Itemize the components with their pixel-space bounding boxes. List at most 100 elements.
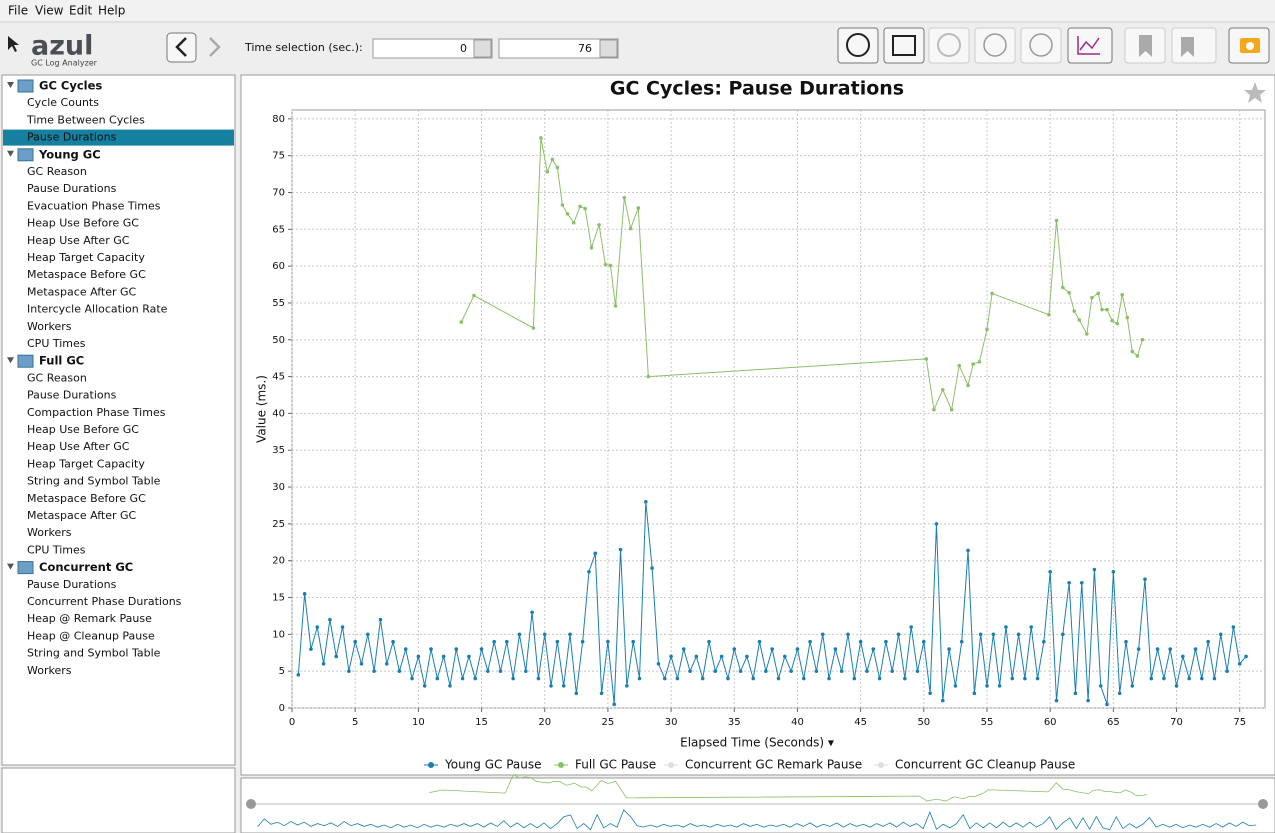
legend-label[interactable]: Young GC Pause (444, 758, 542, 772)
y-tick-label: 35 (272, 445, 285, 456)
tree-item[interactable]: Heap Use Before GC (27, 217, 139, 230)
data-point (978, 632, 983, 637)
data-point (403, 647, 408, 651)
group-title[interactable]: Full GC (39, 354, 84, 368)
tree-item[interactable]: String and Symbol Table (27, 475, 161, 488)
tree-item: Metaspace After GC (27, 285, 137, 298)
menu-item[interactable]: File (8, 4, 28, 18)
legend-label[interactable]: Full GC Pause (575, 758, 656, 772)
expand-icon[interactable] (7, 150, 14, 157)
spinner[interactable] (473, 39, 492, 58)
y-tick-label: 15 (272, 593, 285, 604)
forward-button[interactable] (209, 37, 221, 57)
group-title[interactable]: GC Cycles (39, 79, 102, 93)
end-input[interactable] (498, 38, 619, 59)
y-tick-label: 10 (272, 629, 285, 640)
tree-item[interactable]: Intercycle Allocation Rate (27, 303, 168, 316)
data-point (511, 676, 515, 681)
y-tick-label: 25 (272, 519, 285, 530)
spinner[interactable] (599, 39, 618, 58)
range-handle[interactable] (246, 799, 256, 809)
tree-item[interactable]: Heap Use Before GC (27, 423, 139, 436)
x-tick-label: 75 (1233, 717, 1246, 728)
data-point (1120, 293, 1125, 297)
y-tick-label: 50 (272, 335, 285, 346)
menu-item[interactable]: Help (98, 4, 125, 18)
report-button[interactable] (883, 27, 925, 64)
expand-icon[interactable] (7, 357, 14, 364)
tree-item[interactable]: Pause Durations (27, 131, 117, 144)
prev-button[interactable] (974, 27, 1016, 64)
data-point (1111, 569, 1116, 574)
icon (892, 35, 916, 56)
folder-icon (17, 79, 34, 93)
legend-label[interactable]: Concurrent GC Remark Pause (685, 758, 862, 772)
tree-item: String and Symbol Table (27, 647, 161, 660)
expand-icon[interactable] (7, 82, 14, 88)
data-point (966, 383, 970, 388)
tree-item: Metaspace Before GC (27, 268, 146, 281)
data-point (852, 676, 857, 681)
start-input[interactable] (372, 38, 493, 59)
tree-item[interactable]: Time Between Cycles (26, 113, 145, 126)
tree-item: Compaction Phase Times (27, 406, 166, 419)
tree-item[interactable]: Heap Use After GC (27, 234, 130, 247)
data-point (384, 662, 389, 666)
data-point (422, 684, 427, 688)
tree-item[interactable]: GC Reason (27, 165, 87, 178)
data-point (467, 654, 471, 659)
data-point (776, 676, 781, 681)
end-value: 76 (578, 42, 592, 55)
group-title[interactable]: Concurrent GC (39, 560, 133, 574)
y-tick-label: 30 (272, 482, 285, 493)
tree-item[interactable]: Cycle Counts (27, 96, 99, 109)
data-point (628, 226, 633, 231)
data-point (366, 632, 370, 637)
data-point (1168, 647, 1173, 651)
legend-label[interactable]: Concurrent GC Cleanup Pause (895, 758, 1075, 772)
next-button[interactable] (1020, 27, 1062, 64)
tree-item[interactable]: Heap Use After GC (27, 440, 130, 453)
tree-item[interactable]: Pause Durations (27, 389, 117, 402)
menu-item[interactable]: Edit (69, 4, 93, 18)
x-tick-label: 30 (665, 717, 678, 728)
data-point (580, 639, 585, 644)
back-button[interactable] (166, 32, 197, 63)
data-point (1130, 349, 1135, 354)
tree-item[interactable]: Workers (27, 320, 72, 333)
star-icon[interactable] (1244, 82, 1266, 103)
data-point (523, 669, 528, 673)
data-point (827, 676, 831, 681)
tree-item[interactable]: Pause Durations (27, 182, 117, 195)
info-button[interactable] (837, 27, 879, 64)
data-point (846, 632, 850, 637)
data-point (1212, 676, 1217, 681)
data-point (700, 676, 705, 681)
expand-icon[interactable] (7, 563, 14, 570)
data-point (1181, 654, 1185, 659)
data-point (637, 676, 642, 681)
data-point (568, 632, 572, 637)
timer-button[interactable] (928, 27, 970, 64)
tree-item[interactable]: Workers (27, 526, 72, 539)
data-point (545, 170, 550, 174)
data-point (1085, 332, 1089, 336)
tree-item[interactable]: Heap Target Capacity (27, 251, 145, 264)
tree-item[interactable]: Heap Target Capacity (27, 457, 145, 470)
data-point (1073, 691, 1078, 696)
data-point (971, 362, 975, 366)
data-point (650, 566, 654, 570)
menu-item[interactable]: View (35, 4, 64, 18)
group-title[interactable]: Young GC (38, 147, 101, 161)
range-handle[interactable] (1258, 799, 1268, 809)
data-point (764, 669, 768, 673)
tree-item[interactable]: GC Reason (27, 371, 87, 384)
data-point (1136, 647, 1141, 651)
data-point (820, 632, 825, 637)
data-point (603, 262, 608, 267)
data-point (599, 691, 604, 696)
data-point (795, 647, 800, 651)
y-tick-label: 40 (272, 408, 285, 419)
data-point (565, 212, 570, 216)
data-point (1140, 337, 1145, 342)
